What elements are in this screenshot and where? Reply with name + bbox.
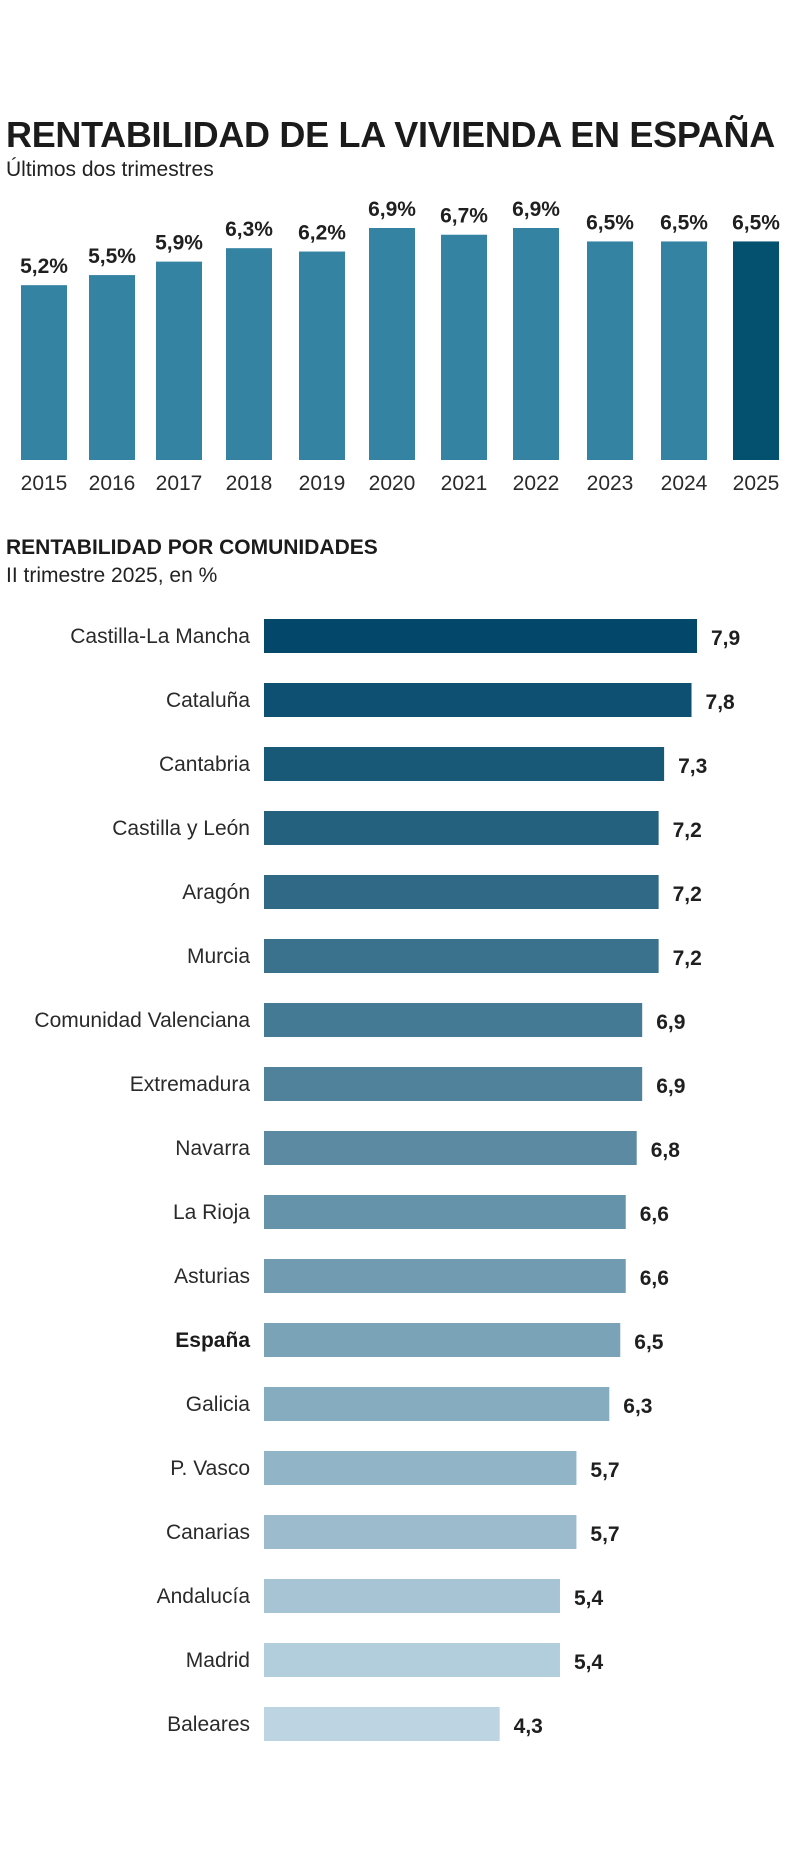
category-label-la-rioja: La Rioja	[173, 1201, 250, 1224]
hbar-madrid	[264, 1643, 560, 1677]
hbar-value-extremadura: 6,9	[656, 1075, 685, 1098]
x-tick-2025: 2025	[733, 472, 780, 495]
x-tick-2019: 2019	[299, 472, 346, 495]
hbar-value-galicia: 6,3	[623, 1395, 652, 1418]
hbar-value-aragón: 7,2	[673, 883, 702, 906]
chart-title: RENTABILIDAD DE LA VIVIENDA EN ESPAÑA	[6, 114, 775, 155]
value-label-2020: 6,9%	[368, 198, 416, 221]
x-tick-2022: 2022	[513, 472, 560, 495]
bar-2017	[156, 261, 202, 460]
section-title: RENTABILIDAD POR COMUNIDADES	[6, 536, 378, 559]
category-label-castilla-y-león: Castilla y León	[112, 817, 250, 840]
hbar-cataluña	[264, 683, 692, 717]
hbar-asturias	[264, 1259, 626, 1293]
x-tick-2017: 2017	[156, 472, 203, 495]
value-label-2023: 6,5%	[586, 211, 634, 234]
value-label-2017: 5,9%	[155, 232, 203, 255]
category-label-comunidad-valenciana: Comunidad Valenciana	[34, 1009, 250, 1032]
x-tick-2021: 2021	[441, 472, 488, 495]
hbar-value-baleares: 4,3	[514, 1715, 543, 1738]
hbar-baleares	[264, 1707, 500, 1741]
hbar-extremadura	[264, 1067, 643, 1101]
bar-2025	[733, 241, 779, 460]
value-label-2016: 5,5%	[88, 245, 136, 268]
hbar-value-andalucía: 5,4	[574, 1587, 604, 1610]
x-tick-2018: 2018	[226, 472, 273, 495]
hbar-value-españa: 6,5	[634, 1331, 664, 1354]
hbar-canarias	[264, 1515, 577, 1549]
hbar-p-vasco	[264, 1451, 577, 1485]
hbar-value-cantabria: 7,3	[678, 755, 707, 778]
bar-2020	[369, 228, 415, 460]
x-tick-2020: 2020	[369, 472, 416, 495]
category-label-navarra: Navarra	[175, 1137, 250, 1160]
value-label-2021: 6,7%	[440, 205, 488, 228]
category-label-aragón: Aragón	[182, 881, 250, 904]
hbar-value-castilla-la-mancha: 7,9	[711, 627, 740, 650]
hbar-castilla-la-mancha	[264, 619, 697, 653]
category-label-españa: España	[175, 1329, 250, 1352]
category-label-p-vasco: P. Vasco	[170, 1457, 250, 1480]
category-label-extremadura: Extremadura	[130, 1073, 251, 1096]
category-label-baleares: Baleares	[167, 1713, 250, 1736]
bar-2018	[226, 248, 272, 460]
bar-2016	[89, 275, 135, 460]
hbar-murcia	[264, 939, 659, 973]
bar-2021	[441, 234, 487, 460]
category-label-castilla-la-mancha: Castilla-La Mancha	[70, 625, 250, 648]
x-tick-2023: 2023	[587, 472, 634, 495]
hbar-navarra	[264, 1131, 637, 1165]
section-subtitle: II trimestre 2025, en %	[6, 564, 218, 587]
hbar-andalucía	[264, 1579, 560, 1613]
value-label-2025: 6,5%	[732, 211, 780, 234]
category-label-murcia: Murcia	[187, 945, 250, 968]
x-tick-2016: 2016	[89, 472, 136, 495]
hbar-aragón	[264, 875, 659, 909]
hbar-value-asturias: 6,6	[640, 1267, 669, 1290]
hbar-value-la-rioja: 6,6	[640, 1203, 669, 1226]
value-label-2015: 5,2%	[20, 255, 68, 278]
category-label-canarias: Canarias	[166, 1521, 250, 1544]
hbar-value-cataluña: 7,8	[706, 691, 736, 714]
value-label-2019: 6,2%	[298, 222, 346, 245]
bar-2019	[299, 251, 345, 460]
chart-subtitle: Últimos dos trimestres	[6, 158, 214, 181]
bar-2015	[21, 285, 67, 460]
bar-2023	[587, 241, 633, 460]
value-label-2024: 6,5%	[660, 211, 708, 234]
hbar-value-comunidad-valenciana: 6,9	[656, 1011, 685, 1034]
value-label-2018: 6,3%	[225, 218, 273, 241]
category-label-andalucía: Andalucía	[157, 1585, 251, 1608]
category-label-asturias: Asturias	[174, 1265, 250, 1288]
hbar-value-canarias: 5,7	[590, 1523, 619, 1546]
category-label-madrid: Madrid	[186, 1649, 250, 1672]
hbar-galicia	[264, 1387, 610, 1421]
bar-2022	[513, 228, 559, 460]
x-tick-2015: 2015	[21, 472, 68, 495]
hbar-comunidad-valenciana	[264, 1003, 643, 1037]
yearly-bar-chart: 5,2% 2015 5,5% 2016 5,9% 2017 6,3% 2018 6,2% 2019…	[20, 198, 780, 495]
hbar-value-p-vasco: 5,7	[590, 1459, 619, 1482]
hbar-value-madrid: 5,4	[574, 1651, 604, 1674]
category-label-cataluña: Cataluña	[166, 689, 250, 712]
hbar-castilla-y-león	[264, 811, 659, 845]
category-label-galicia: Galicia	[186, 1393, 251, 1416]
hbar-la-rioja	[264, 1195, 626, 1229]
hbar-cantabria	[264, 747, 665, 781]
category-label-cantabria: Cantabria	[159, 753, 250, 776]
x-tick-2024: 2024	[661, 472, 708, 495]
hbar-value-castilla-y-león: 7,2	[673, 819, 702, 842]
value-label-2022: 6,9%	[512, 198, 560, 221]
bar-2024	[661, 241, 707, 460]
hbar-value-murcia: 7,2	[673, 947, 702, 970]
hbar-españa	[264, 1323, 621, 1357]
hbar-value-navarra: 6,8	[651, 1139, 681, 1162]
